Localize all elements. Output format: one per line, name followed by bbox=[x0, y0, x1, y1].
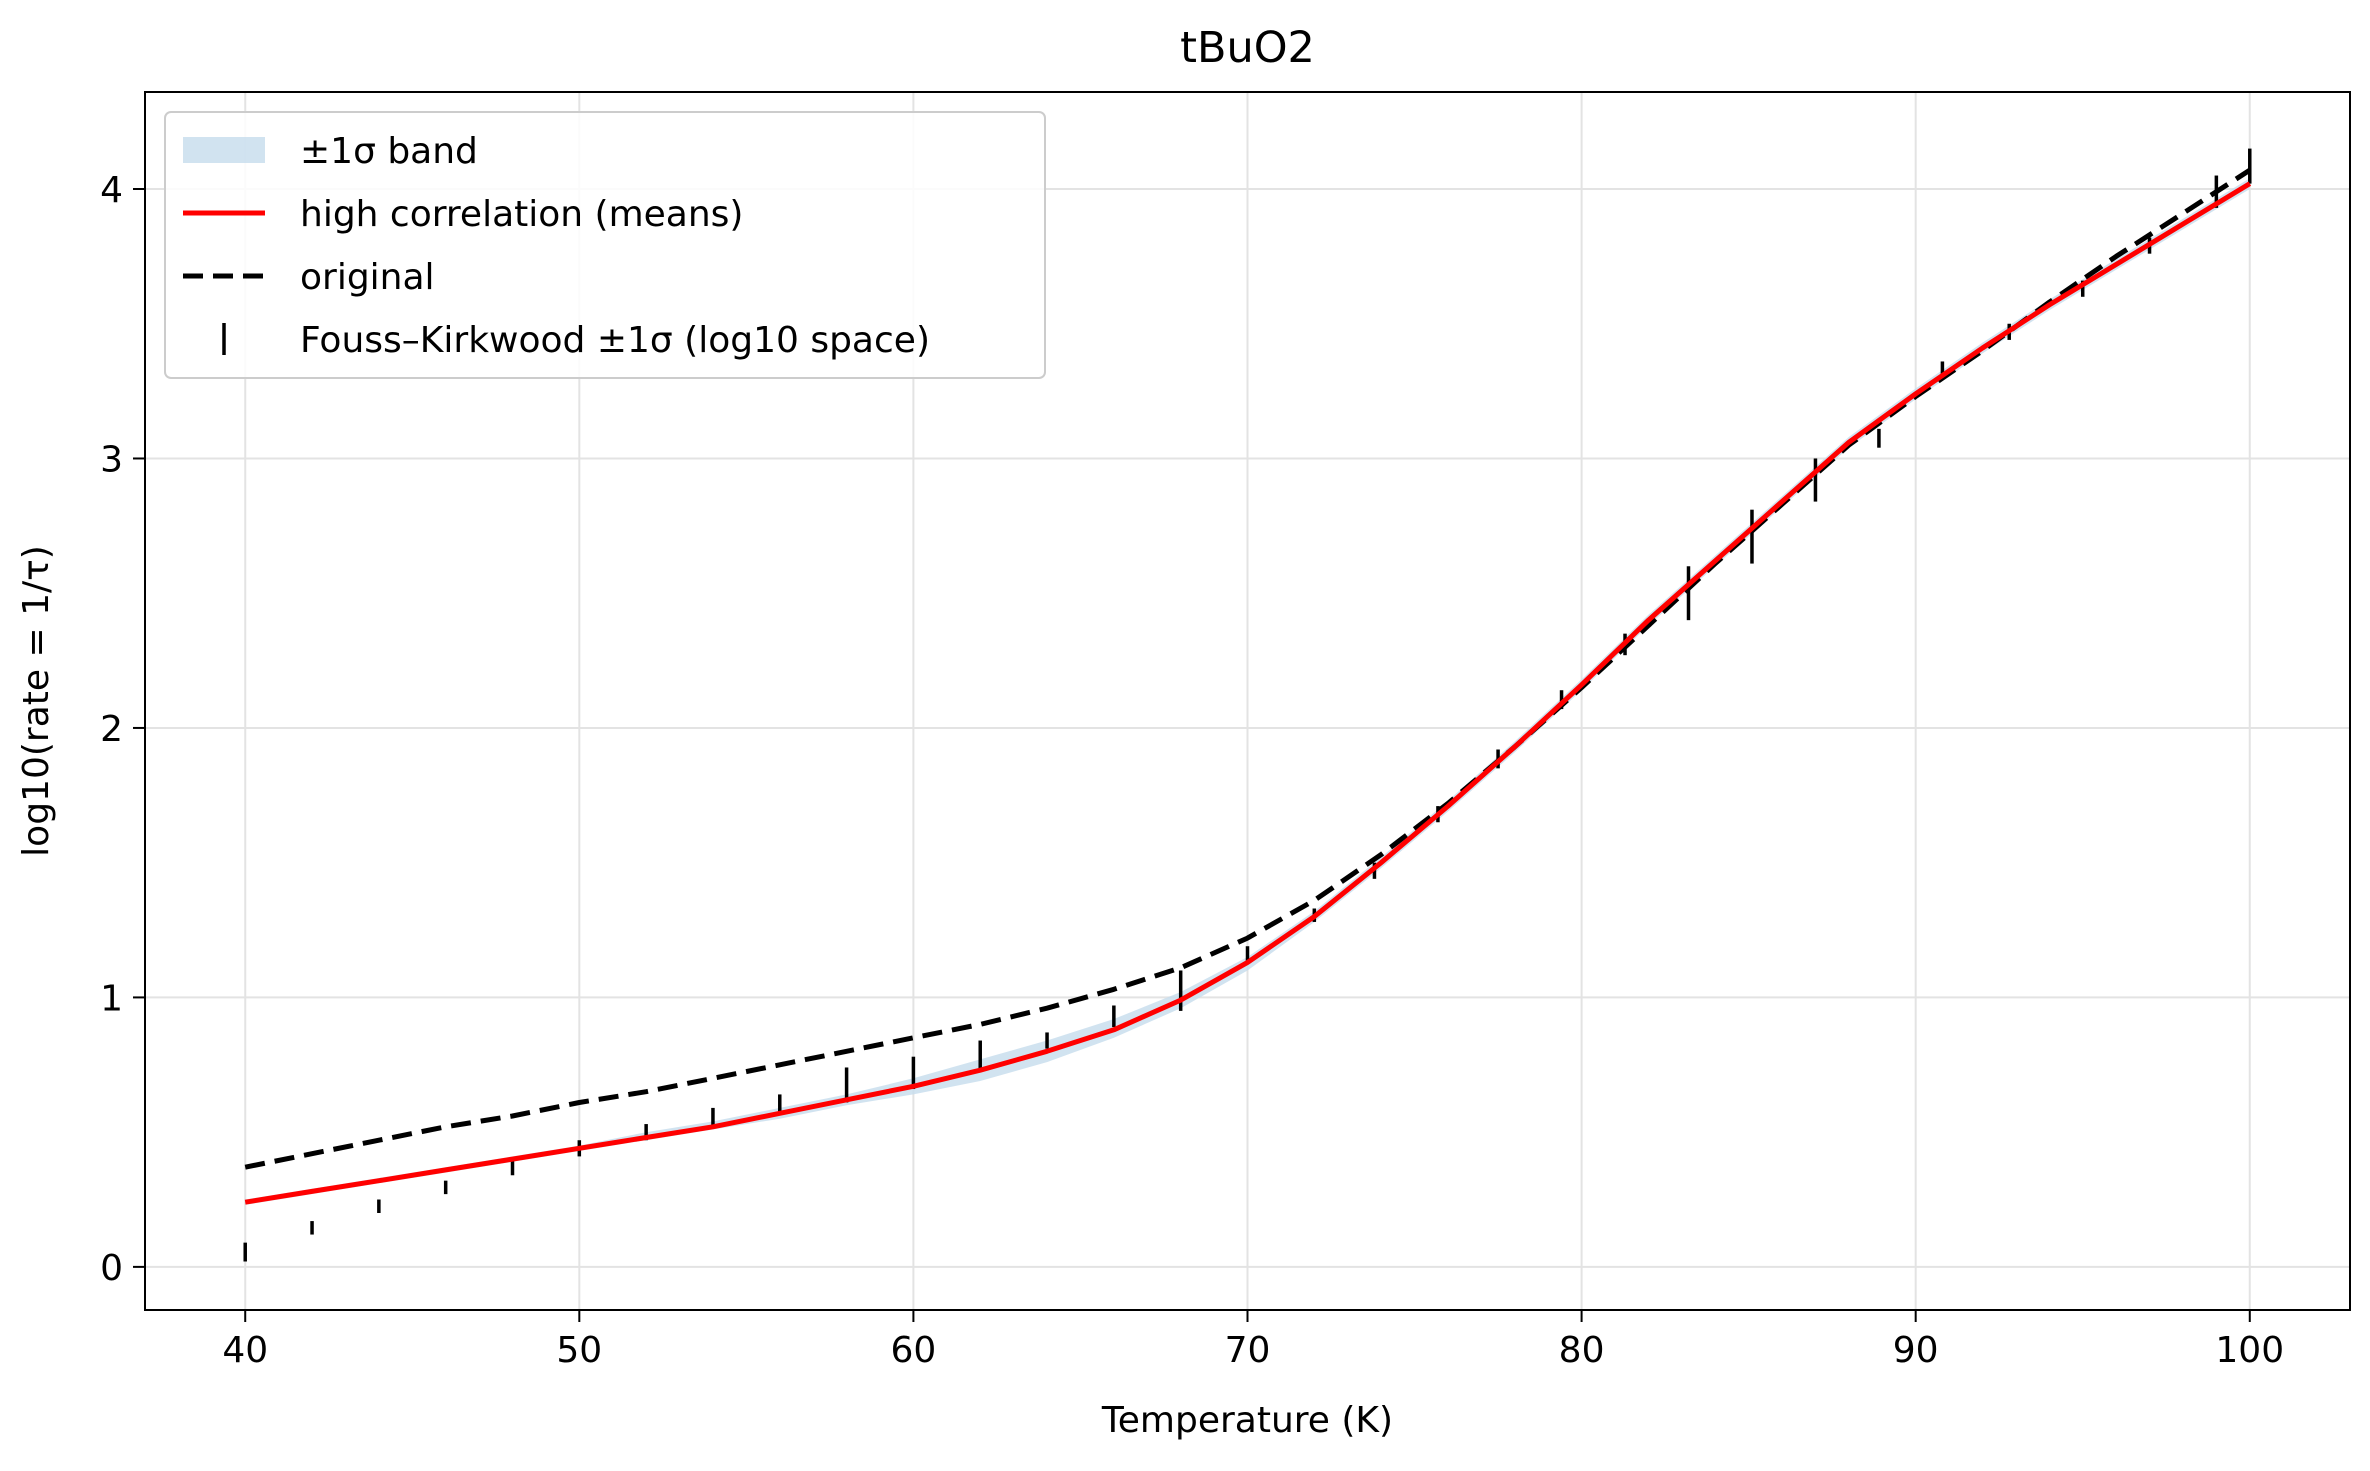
legend-box bbox=[164, 111, 1046, 379]
x-tick-label: 90 bbox=[1893, 1330, 1939, 1371]
y-tick-label: 4 bbox=[100, 170, 123, 211]
x-tick-label: 70 bbox=[1225, 1330, 1271, 1371]
high-correlation-line bbox=[244, 181, 2252, 1205]
x-tick-label: 80 bbox=[1559, 1330, 1605, 1371]
x-tick-label: 40 bbox=[222, 1330, 268, 1371]
x-tick-label: 60 bbox=[891, 1330, 937, 1371]
y-tick-label: 0 bbox=[100, 1248, 123, 1289]
y-tick-label: 1 bbox=[100, 978, 123, 1019]
errorbar-layer bbox=[243, 148, 2252, 1262]
legend-label: original bbox=[300, 257, 435, 298]
y-tick-label: 2 bbox=[100, 709, 123, 750]
chart-title: tBuO2 bbox=[1180, 23, 1315, 73]
x-tick-label: 50 bbox=[556, 1330, 602, 1371]
legend-label: ±1σ band bbox=[300, 131, 478, 172]
tick-layer: 40 50 60 70 80 90 100 0 1 2 3 4 bbox=[100, 170, 2284, 1371]
legend-label: Fouss–Kirkwood ±1σ (log10 space) bbox=[300, 320, 930, 361]
x-tick-label: 100 bbox=[2215, 1330, 2284, 1371]
line-layer bbox=[244, 168, 2252, 1205]
legend-label: high correlation (means) bbox=[300, 194, 743, 235]
legend-swatch-band bbox=[183, 137, 265, 163]
x-axis-label: Temperature (K) bbox=[1101, 1400, 1393, 1441]
y-axis-label: log10(rate = 1/τ) bbox=[16, 545, 57, 857]
y-tick-label: 3 bbox=[100, 439, 123, 480]
legend: ±1σ band high correlation (means) original… bbox=[164, 111, 1046, 379]
